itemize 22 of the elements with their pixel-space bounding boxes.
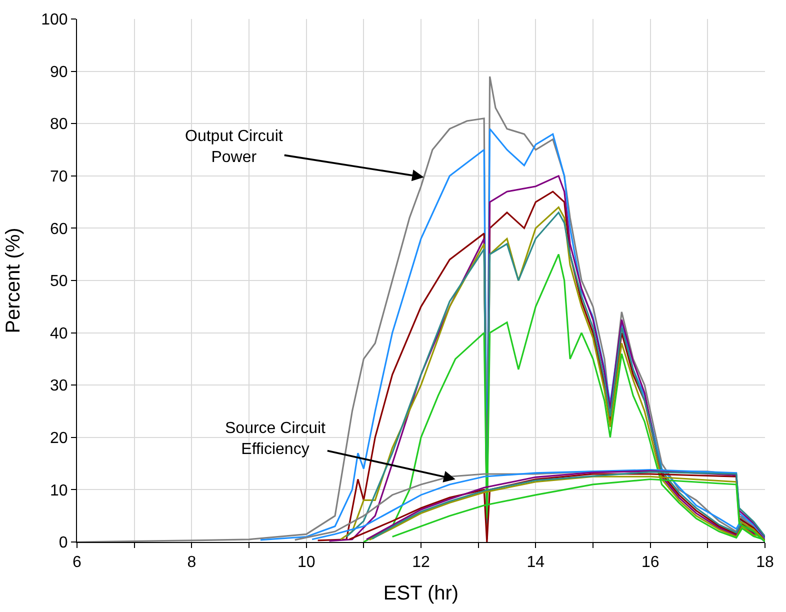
x-tick-label: 6 <box>72 554 82 572</box>
y-tick-label: 90 <box>50 64 68 81</box>
annotation: Source Circuit Efficiency <box>225 420 326 458</box>
y-tick-label: 10 <box>50 482 68 500</box>
y-tick-label: 50 <box>50 273 68 290</box>
y-tick-label: 100 <box>41 12 68 29</box>
y-tick-label: 40 <box>50 325 68 342</box>
y-tick-label: 70 <box>50 168 68 186</box>
y-axis-title: Percent (%) <box>2 228 25 334</box>
x-tick-label: 16 <box>641 554 660 572</box>
x-tick-label: 10 <box>297 554 316 572</box>
x-tick-label: 14 <box>526 554 545 572</box>
x-tick-label: 18 <box>756 554 774 572</box>
y-tick-label: 80 <box>50 116 68 134</box>
y-tick-label: 0 <box>58 534 68 552</box>
y-tick-label: 20 <box>50 430 68 447</box>
y-tick-label: 60 <box>50 220 68 238</box>
x-axis-title: EST (hr) <box>383 582 459 605</box>
x-tick-label: 12 <box>412 554 430 572</box>
y-tick-label: 30 <box>50 378 68 395</box>
x-tick-label: 8 <box>187 554 196 572</box>
annotation: Output Circuit Power <box>185 128 284 166</box>
